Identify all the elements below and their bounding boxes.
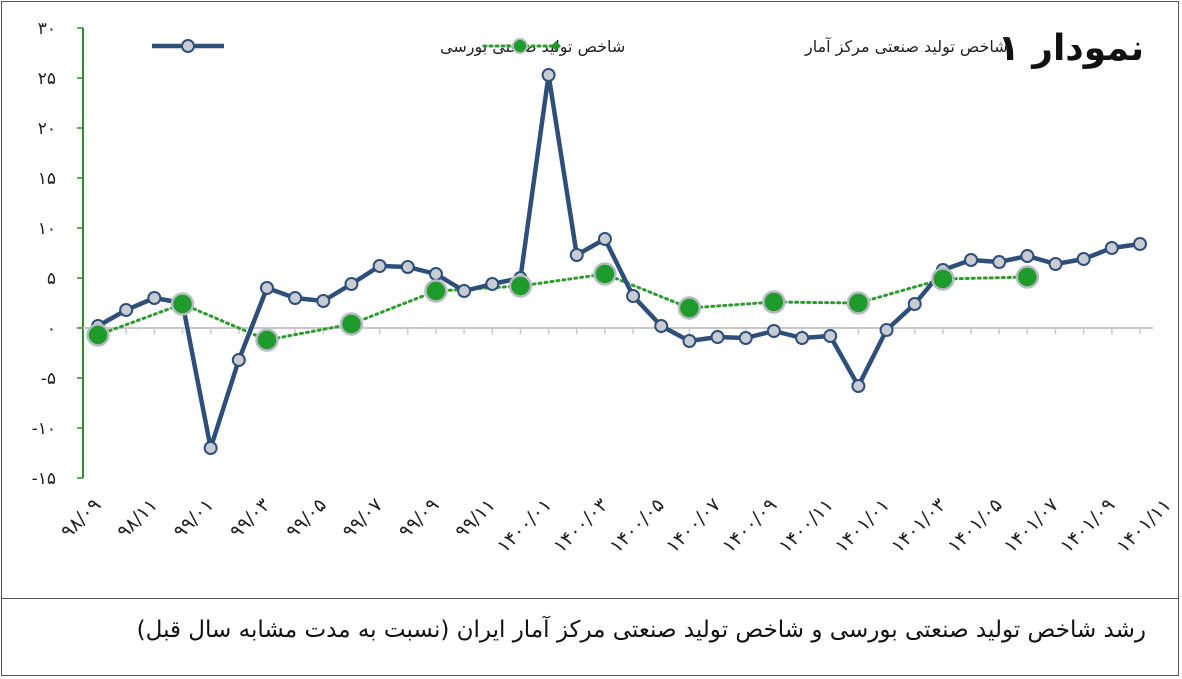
series-line-amar: [96, 272, 1029, 342]
y-tick-label: -۵: [41, 369, 56, 389]
series-line-bourse: [96, 72, 1141, 451]
point-bourse: [569, 248, 584, 262]
point-bourse: [1076, 252, 1091, 266]
point-amar: [931, 267, 955, 291]
chart-caption: رشد شاخص تولید صنعتی بورسی و شاخص تولید …: [136, 617, 1146, 643]
caption-divider: [1, 598, 1179, 599]
point-bourse: [992, 255, 1007, 269]
x-tick-label: ۱۴۰۰/۱۱: [774, 494, 837, 557]
point-bourse: [964, 253, 979, 267]
point-amar: [508, 274, 533, 298]
point-bourse: [766, 324, 781, 338]
x-tick-label: ۹۹/۱۱: [451, 494, 500, 543]
x-tick-label: ۱۴۰۱/۰۵: [943, 494, 1006, 557]
y-tick-label: -۱۵: [32, 469, 56, 489]
x-tick-label: ۱۴۰۰/۰۵: [605, 494, 668, 557]
point-bourse: [1020, 249, 1035, 263]
point-bourse: [288, 291, 303, 305]
point-amar: [846, 291, 871, 315]
legend-marker-bourse: [181, 39, 195, 53]
point-amar: [762, 290, 786, 314]
x-tick-label: ۹۹/۰۱: [169, 494, 218, 543]
point-bourse: [147, 291, 162, 305]
point-amar: [424, 279, 448, 303]
y-tick-label: -۱۰: [32, 419, 56, 439]
x-tick-label: ۱۴۰۱/۱۱: [1112, 494, 1175, 557]
point-bourse: [1133, 237, 1147, 251]
point-amar: [677, 296, 702, 320]
point-bourse: [344, 277, 359, 291]
y-tick-label: ۵: [47, 269, 56, 289]
point-bourse: [372, 259, 387, 273]
point-bourse: [231, 353, 246, 367]
chart-title: نمودار ۱: [997, 28, 1144, 69]
point-bourse: [738, 331, 753, 345]
point-bourse: [682, 334, 697, 348]
y-tick-label: ۳۰: [38, 19, 56, 39]
point-bourse: [597, 232, 612, 246]
point-bourse: [907, 297, 922, 311]
point-bourse: [485, 277, 500, 291]
y-tick-label: ۱۰: [38, 219, 56, 239]
x-tick-label: ۹۹/۰۹: [395, 494, 444, 543]
point-amar: [339, 312, 364, 336]
y-tick-label: ۲۵: [38, 69, 56, 89]
point-amar: [593, 262, 617, 286]
x-tick-label: ۹۸/۰۹: [57, 494, 106, 543]
y-tick-label: ۲۰: [38, 119, 56, 139]
x-tick-label: ۱۴۰۰/۰۷: [662, 494, 725, 557]
point-bourse: [710, 330, 725, 344]
line-chart: -۱۵ -۱۰ -۵ ۰ ۵ ۱۰ ۱۵ ۲۰ ۲۵ ۳۰ ۹۸/۰۹ ۹۸/۱۱ ۹۹/۰۱ ۹۹/۰۳…: [32, 19, 1176, 557]
point-bourse: [119, 303, 134, 317]
point-bourse: [316, 294, 331, 308]
x-tick-label: ۱۴۰۱/۰۳: [887, 494, 950, 557]
point-amar: [86, 323, 110, 347]
point-amar: [255, 328, 279, 352]
x-tick-label: ۹۹/۰۷: [338, 494, 387, 543]
x-tick-label: ۹۸/۱۱: [113, 494, 162, 543]
point-bourse: [457, 284, 472, 298]
x-tick-label: ۱۴۰۰/۰۳: [549, 494, 612, 557]
point-bourse: [1048, 257, 1063, 271]
point-bourse: [795, 331, 810, 345]
x-tick-label: ۱۴۰۱/۰۷: [1000, 494, 1063, 557]
x-tick-label: ۱۴۰۱/۰۹: [1056, 494, 1119, 557]
point-amar: [1015, 265, 1040, 289]
point-bourse: [428, 267, 443, 281]
point-amar: [170, 292, 195, 316]
point-bourse: [203, 441, 218, 455]
point-bourse: [1104, 241, 1119, 255]
point-bourse: [851, 379, 866, 393]
point-bourse: [626, 289, 641, 303]
x-tick-label: ۱۴۰۰/۰۹: [718, 494, 781, 557]
x-tick-label: ۹۹/۰۳: [226, 494, 275, 543]
y-tick-label: ۱۵: [38, 169, 56, 189]
point-bourse: [259, 281, 274, 295]
point-bourse: [541, 68, 556, 82]
legend-diamond-amar: [551, 41, 561, 51]
x-tick-label: ۱۴۰۱/۰۱: [831, 494, 894, 557]
legend-label-amar: شاخص تولید صنعتی مرکز آمار: [804, 37, 1008, 57]
point-bourse: [879, 323, 894, 337]
x-tick-label: ۱۴۰۰/۰۱: [493, 494, 556, 557]
x-tick-label: ۹۹/۰۵: [282, 494, 331, 543]
legend-marker-amar: [512, 38, 528, 54]
point-bourse: [654, 319, 669, 333]
point-bourse: [823, 329, 838, 343]
y-tick-label: ۰: [47, 319, 56, 339]
point-bourse: [400, 260, 415, 274]
